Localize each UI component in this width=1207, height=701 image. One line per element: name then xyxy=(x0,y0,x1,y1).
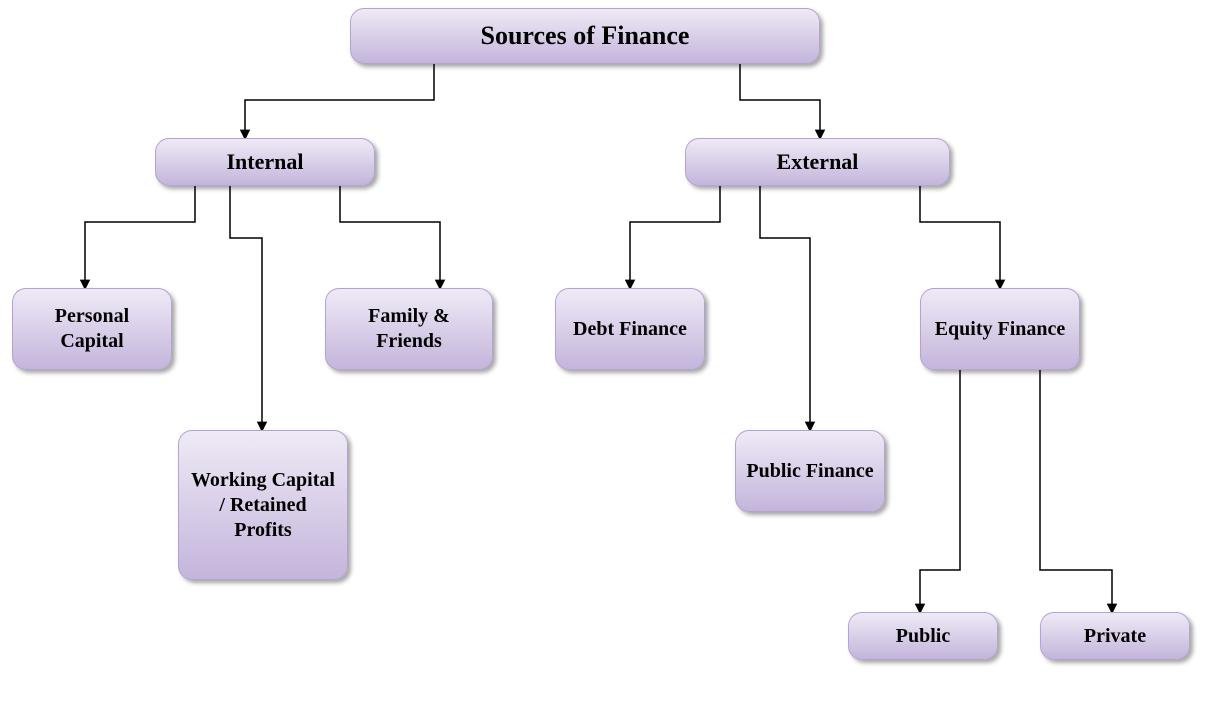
edge-external-debt xyxy=(630,186,720,288)
node-debt: Debt Finance xyxy=(555,288,705,370)
node-label: Debt Finance xyxy=(573,317,687,342)
node-personal: Personal Capital xyxy=(12,288,172,370)
node-external: External xyxy=(685,138,950,186)
node-label: Public xyxy=(896,624,950,649)
edge-internal-family xyxy=(340,186,440,288)
node-label: Public Finance xyxy=(746,459,873,484)
edge-equity-private xyxy=(1040,370,1112,612)
edge-internal-working xyxy=(230,186,262,430)
node-private: Private xyxy=(1040,612,1190,660)
edge-internal-personal xyxy=(85,186,195,288)
node-label: Equity Finance xyxy=(935,317,1066,342)
node-label: Family & Friends xyxy=(336,304,482,354)
node-label: Personal Capital xyxy=(23,304,161,354)
node-working: Working Capital / Retained Profits xyxy=(178,430,348,580)
node-public: Public xyxy=(848,612,998,660)
edge-root-internal xyxy=(245,64,434,138)
node-pubfin: Public Finance xyxy=(735,430,885,512)
node-internal: Internal xyxy=(155,138,375,186)
node-equity: Equity Finance xyxy=(920,288,1080,370)
node-family: Family & Friends xyxy=(325,288,493,370)
node-label: External xyxy=(777,148,859,176)
edge-root-external xyxy=(740,64,820,138)
node-label: Internal xyxy=(227,148,304,176)
edge-external-pubfin xyxy=(760,186,810,430)
node-label: Working Capital / Retained Profits xyxy=(189,468,337,543)
node-label: Private xyxy=(1084,624,1146,649)
edge-external-equity xyxy=(920,186,1000,288)
node-root: Sources of Finance xyxy=(350,8,820,64)
edge-equity-public xyxy=(920,370,960,612)
node-label: Sources of Finance xyxy=(481,20,690,53)
